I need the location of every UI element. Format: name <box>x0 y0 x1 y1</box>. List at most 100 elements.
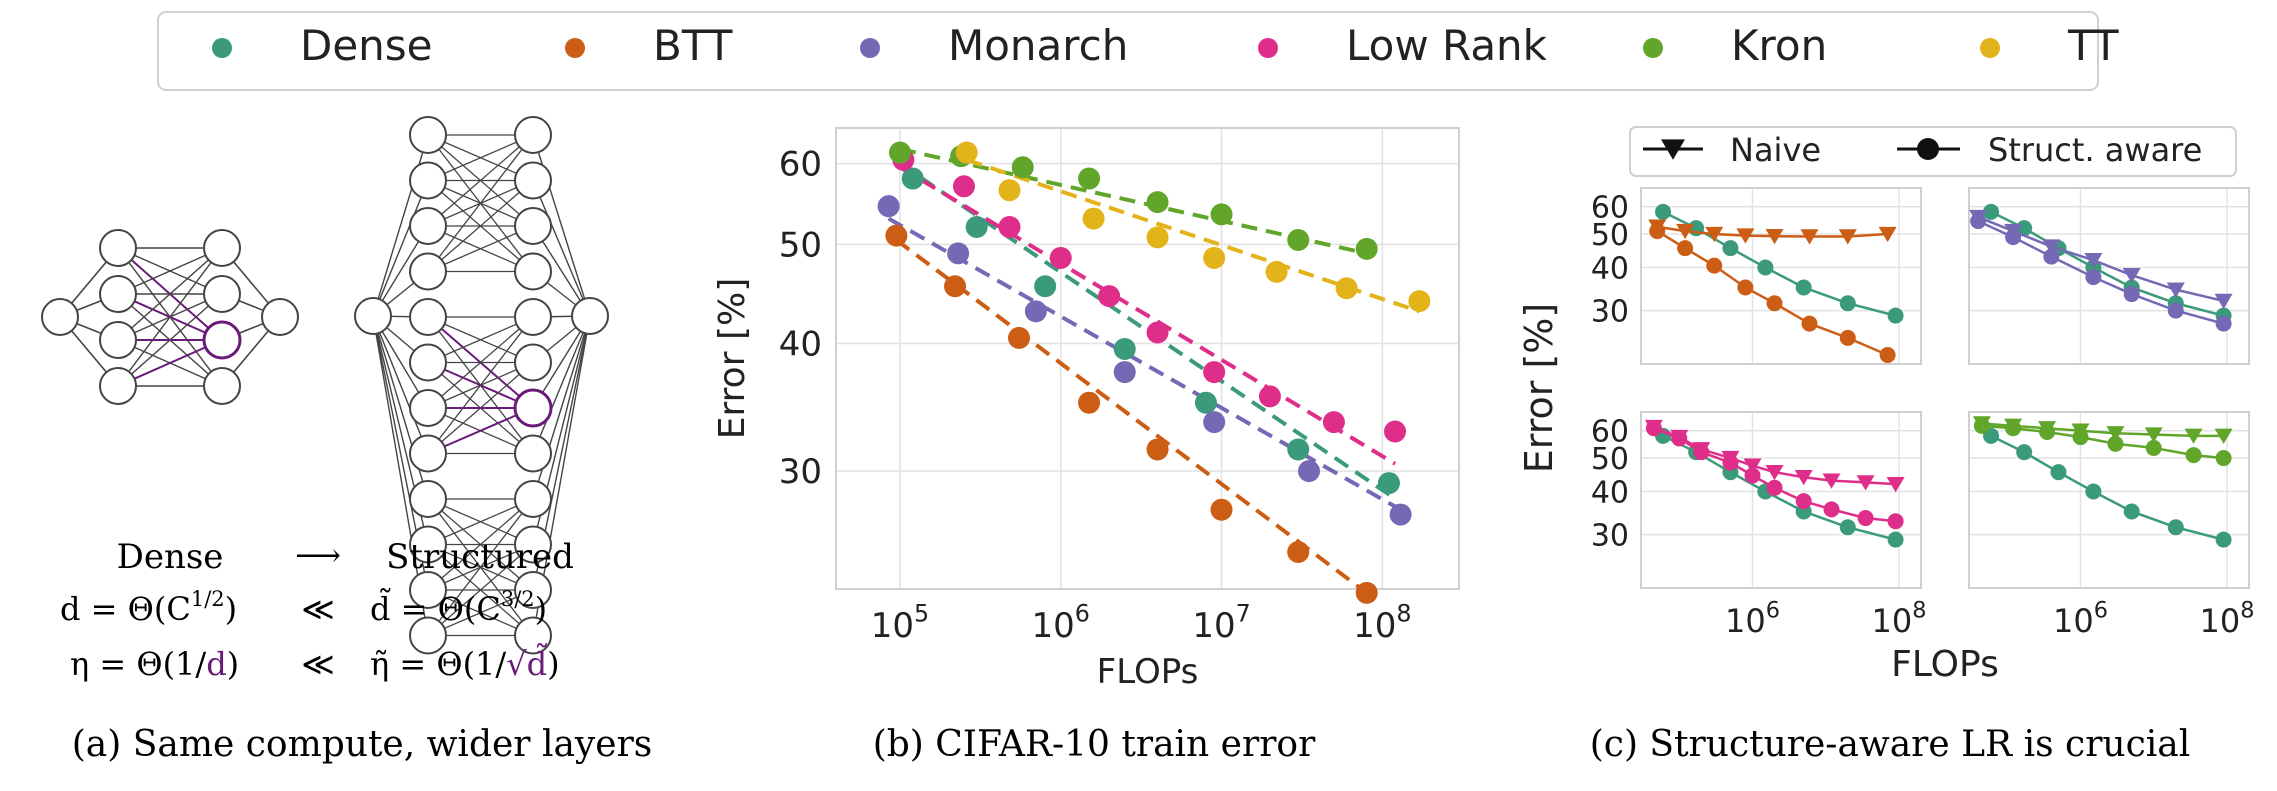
eq-lr-much-less: ≪ <box>301 645 335 683</box>
struct-hidden-node <box>409 389 447 427</box>
point-low-rank-naive <box>1644 419 1663 436</box>
structured-network-diagram <box>354 116 609 655</box>
point-dense <box>1377 472 1400 495</box>
point-monarch-naive <box>2084 252 2103 269</box>
panel-c-legend: Naive Struct. aware <box>1629 126 2237 177</box>
point-dense <box>1194 391 1217 414</box>
struct-edge-input <box>372 315 429 454</box>
point-kron-naive <box>2214 428 2233 444</box>
point-low-rank-aware <box>1766 479 1783 496</box>
dense-input-node <box>41 298 79 336</box>
point-btt-aware <box>1801 315 1818 332</box>
struct-hidden-node <box>514 616 552 655</box>
point-btt-aware <box>1839 329 1856 346</box>
eq-lr-dense: η = Θ(1/d) <box>70 645 239 683</box>
legend-marker-tt <box>1980 38 2000 58</box>
dense-output-node <box>261 298 299 336</box>
point-kron <box>1146 191 1169 214</box>
series-line-kron-naive <box>1981 422 2224 438</box>
point-btt-aware <box>1766 295 1783 312</box>
point-kron <box>1078 167 1101 190</box>
eq-width-dense: d = Θ(C1/2) <box>60 587 237 628</box>
y-tick-label: 60 <box>779 145 822 185</box>
struct-edge-hidden <box>427 316 534 409</box>
struct-hidden-node <box>514 252 552 291</box>
point-monarch-aware <box>2215 315 2232 332</box>
panel-c-y-axis-label: Error [%] <box>1517 303 1561 473</box>
point-kron-aware <box>2185 447 2202 464</box>
plot-area <box>836 128 1459 589</box>
point-low-rank <box>1322 411 1345 434</box>
point-kron <box>1287 229 1310 252</box>
point-low-rank-naive <box>1886 476 1905 493</box>
top-legend-frame <box>157 11 2099 91</box>
struct-hidden-node <box>409 616 447 655</box>
legend-marker-low-rank <box>1258 38 1278 58</box>
eq-width-much-less: ≪ <box>301 590 335 628</box>
point-monarch <box>1024 300 1047 323</box>
point-kron <box>888 141 911 164</box>
dense-hidden-node <box>99 229 137 267</box>
struct-hidden-node <box>514 161 552 200</box>
dense-edge-hidden <box>117 247 223 387</box>
point-low-rank <box>1258 385 1281 408</box>
series-line-low-rank-naive <box>1653 425 1896 486</box>
point-kron-aware <box>2145 439 2162 456</box>
point-tt <box>1335 277 1358 300</box>
point-dense-aware <box>1839 295 1856 312</box>
legend-marker-monarch <box>860 38 880 58</box>
struct-hidden-node <box>409 434 447 473</box>
point-dense-aware <box>2016 444 2033 461</box>
struct-edge-hidden <box>427 498 534 546</box>
point-low-rank-naive <box>1692 442 1711 458</box>
legend-label-tt: TT <box>2067 21 2119 70</box>
plot-frame <box>1640 411 1922 589</box>
point-low-rank-naive <box>1856 475 1875 491</box>
struct-edge-hidden <box>427 134 534 182</box>
struct-output-node <box>571 297 609 335</box>
point-btt-naive <box>1800 229 1819 245</box>
legend-label-low-rank: Low Rank <box>1346 21 1548 70</box>
struct-hidden-node <box>409 571 447 609</box>
point-kron <box>1210 203 1233 226</box>
struct-hidden-node <box>514 116 552 154</box>
point-monarch-naive <box>2122 267 2141 284</box>
point-btt-aware <box>1677 240 1694 257</box>
point-btt-naive <box>1838 229 1857 245</box>
point-monarch <box>1113 361 1136 384</box>
point-tt <box>998 179 1021 202</box>
struct-hidden-node <box>409 343 447 382</box>
panel-c-x-axis-label: FLOPs <box>1891 644 1999 685</box>
dense-network-diagram <box>41 229 299 405</box>
x-tick-label: 107 <box>1192 600 1250 646</box>
point-tt <box>955 141 978 164</box>
point-monarch-aware <box>2167 302 2184 319</box>
point-low-rank-naive <box>1794 470 1813 486</box>
y-tick-label: 50 <box>1591 218 1629 253</box>
struct-edge-hidden <box>427 498 534 636</box>
point-tt <box>1146 226 1169 249</box>
subplot-bottom-right: 106 108 <box>1968 411 2254 640</box>
point-monarch-aware <box>2085 269 2102 286</box>
struct-edge-hidden <box>427 225 534 273</box>
top-legend: Dense BTT Monarch Low Rank Kron TT <box>157 11 2119 91</box>
dense-hidden-node <box>203 229 241 267</box>
point-btt <box>1078 391 1101 414</box>
point-dense-aware <box>2050 464 2067 481</box>
point-kron-aware <box>2107 435 2124 452</box>
x-tick-label: 106 <box>2053 598 2108 640</box>
y-tick-label: 60 <box>1591 191 1629 226</box>
point-monarch <box>1297 460 1320 483</box>
x-tick-label: 106 <box>1032 600 1090 646</box>
struct-edge-hidden <box>427 134 534 272</box>
struct-input-node <box>354 297 392 335</box>
legend-marker-dense <box>212 38 232 58</box>
legend-label-kron: Kron <box>1731 21 1827 70</box>
struct-hidden-node <box>514 480 552 518</box>
point-btt <box>1355 581 1378 604</box>
y-tick-label: 40 <box>1591 475 1629 510</box>
point-kron-naive <box>2038 421 2057 437</box>
point-low-rank <box>1384 420 1407 443</box>
point-low-rank <box>1146 321 1169 344</box>
